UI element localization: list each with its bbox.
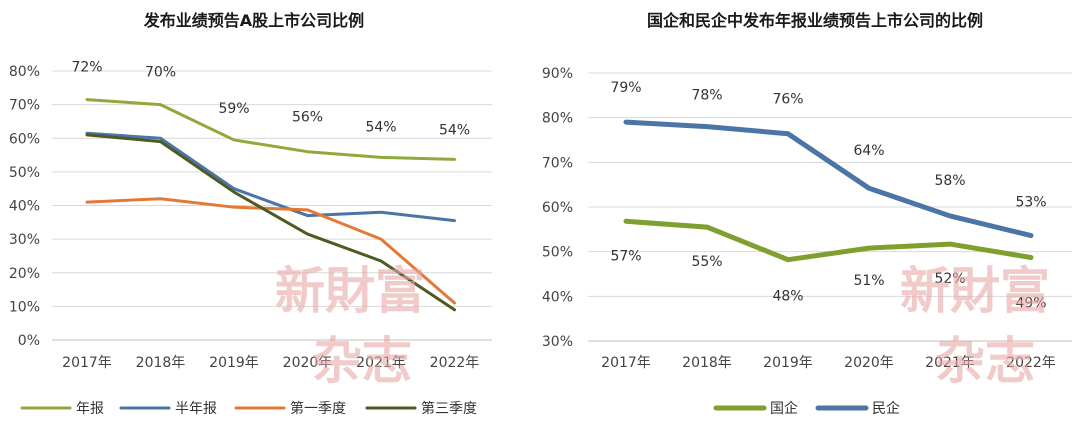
left-chart-title: 发布业绩预告A股上市公司比例 xyxy=(143,11,364,30)
right-legend: 国企 民企 xyxy=(713,400,900,417)
x-tick-label: 2022年 xyxy=(430,355,480,371)
x-tick-label: 2017年 xyxy=(601,355,651,371)
left-grid xyxy=(52,70,492,341)
data-label: 49% xyxy=(1015,295,1046,311)
y-tick-label: 80% xyxy=(542,111,573,127)
legend-label-国企: 国企 xyxy=(770,400,798,417)
data-label: 70% xyxy=(145,65,176,81)
data-label: 78% xyxy=(691,88,722,104)
x-tick-label: 2020年 xyxy=(844,355,894,371)
series-line-半年报 xyxy=(85,131,456,223)
data-label: 76% xyxy=(772,92,803,108)
data-label: 55% xyxy=(691,254,722,270)
data-label: 51% xyxy=(853,273,884,289)
y-tick-label: 20% xyxy=(9,266,40,282)
legend-label-第一季度: 第一季度 xyxy=(290,400,346,417)
y-tick-label: 90% xyxy=(542,66,573,82)
data-label: 79% xyxy=(610,80,641,96)
x-tick-label: 2019年 xyxy=(763,355,813,371)
data-label: 64% xyxy=(853,143,884,159)
legend-label-年报: 年报 xyxy=(76,401,104,417)
left-x-ticks: 2017年 2018年 2019年 2020年 2021年 2022年 xyxy=(62,355,479,371)
data-label: 59% xyxy=(218,101,249,117)
x-tick-label: 2021年 xyxy=(925,355,975,371)
watermark-line-1: 新財富 xyxy=(275,261,425,320)
data-label: 56% xyxy=(292,110,323,126)
series-line-国企 xyxy=(623,218,1034,263)
right-chart: 国企和民企中发布年报业绩预告上市公司的比例 30% 40% 50% 60% 70% 80%… xyxy=(542,11,1072,417)
left-y-ticks: 0% 10% 20% 30% 40% 50% 60% 70% 80% xyxy=(9,64,40,349)
x-tick-label: 2018年 xyxy=(682,355,732,371)
data-label: 72% xyxy=(71,60,102,76)
series-line-第一季度 xyxy=(85,197,456,305)
x-tick-label: 2018年 xyxy=(136,355,186,371)
y-tick-label: 30% xyxy=(9,232,40,248)
legend-label-第三季度: 第三季度 xyxy=(421,400,477,417)
y-tick-label: 50% xyxy=(542,245,573,261)
right-series xyxy=(623,119,1034,263)
watermark-line-1-right: 新財富 xyxy=(900,261,1050,320)
watermark-line-2: 杂志 xyxy=(312,331,412,390)
x-tick-label: 2019年 xyxy=(209,355,259,371)
data-label: 57% xyxy=(610,248,641,264)
x-tick-label: 2021年 xyxy=(356,355,406,371)
data-label: 54% xyxy=(439,122,470,138)
right-x-ticks: 2017年 2018年 2019年 2020年 2021年 2022年 xyxy=(601,355,1056,371)
x-tick-label: 2017年 xyxy=(62,355,112,371)
left-chart: 发布业绩预告A股上市公司比例 0% 10% 20% 30% 40% 50% 60% 70% 80… xyxy=(9,11,492,417)
y-tick-label: 60% xyxy=(542,200,573,216)
x-tick-label: 2020年 xyxy=(283,355,333,371)
legend-label-半年报: 半年报 xyxy=(175,401,217,417)
data-label: 48% xyxy=(772,289,803,305)
y-tick-label: 0% xyxy=(18,333,40,349)
right-watermark: 新財富 杂志 xyxy=(900,261,1050,390)
series-line-民企 xyxy=(623,119,1034,239)
legend-label-民企: 民企 xyxy=(872,400,900,417)
y-tick-label: 10% xyxy=(9,299,40,315)
right-chart-title: 国企和民企中发布年报业绩预告上市公司的比例 xyxy=(647,11,983,30)
series-line-第三季度 xyxy=(85,133,456,312)
left-watermark: 新財富 杂志 xyxy=(275,261,425,390)
series-line-年报 xyxy=(85,98,456,161)
right-y-ticks: 30% 40% 50% 60% 70% 80% 90% xyxy=(542,66,573,350)
y-tick-label: 70% xyxy=(9,98,40,114)
y-tick-label: 70% xyxy=(542,155,573,171)
left-data-labels: 72% 70% 59% 56% 54% 54% xyxy=(71,60,470,139)
y-tick-label: 80% xyxy=(9,64,40,80)
data-label: 58% xyxy=(934,173,965,189)
left-legend: 年报 半年报 第一季度 第三季度 xyxy=(20,400,477,417)
y-tick-label: 30% xyxy=(542,334,573,350)
data-label: 52% xyxy=(934,271,965,287)
x-tick-label: 2022年 xyxy=(1006,355,1056,371)
y-tick-label: 40% xyxy=(542,289,573,305)
y-tick-label: 40% xyxy=(9,199,40,215)
left-series xyxy=(85,98,456,312)
watermark-line-2-right: 杂志 xyxy=(935,331,1035,390)
data-label: 54% xyxy=(365,119,396,135)
data-label: 53% xyxy=(1015,195,1046,211)
right-data-labels: 57% 55% 48% 51% 52% 49% 79% 78% 76% 64% 58% 53% xyxy=(610,80,1046,311)
y-tick-label: 50% xyxy=(9,165,40,181)
y-tick-label: 60% xyxy=(9,131,40,147)
